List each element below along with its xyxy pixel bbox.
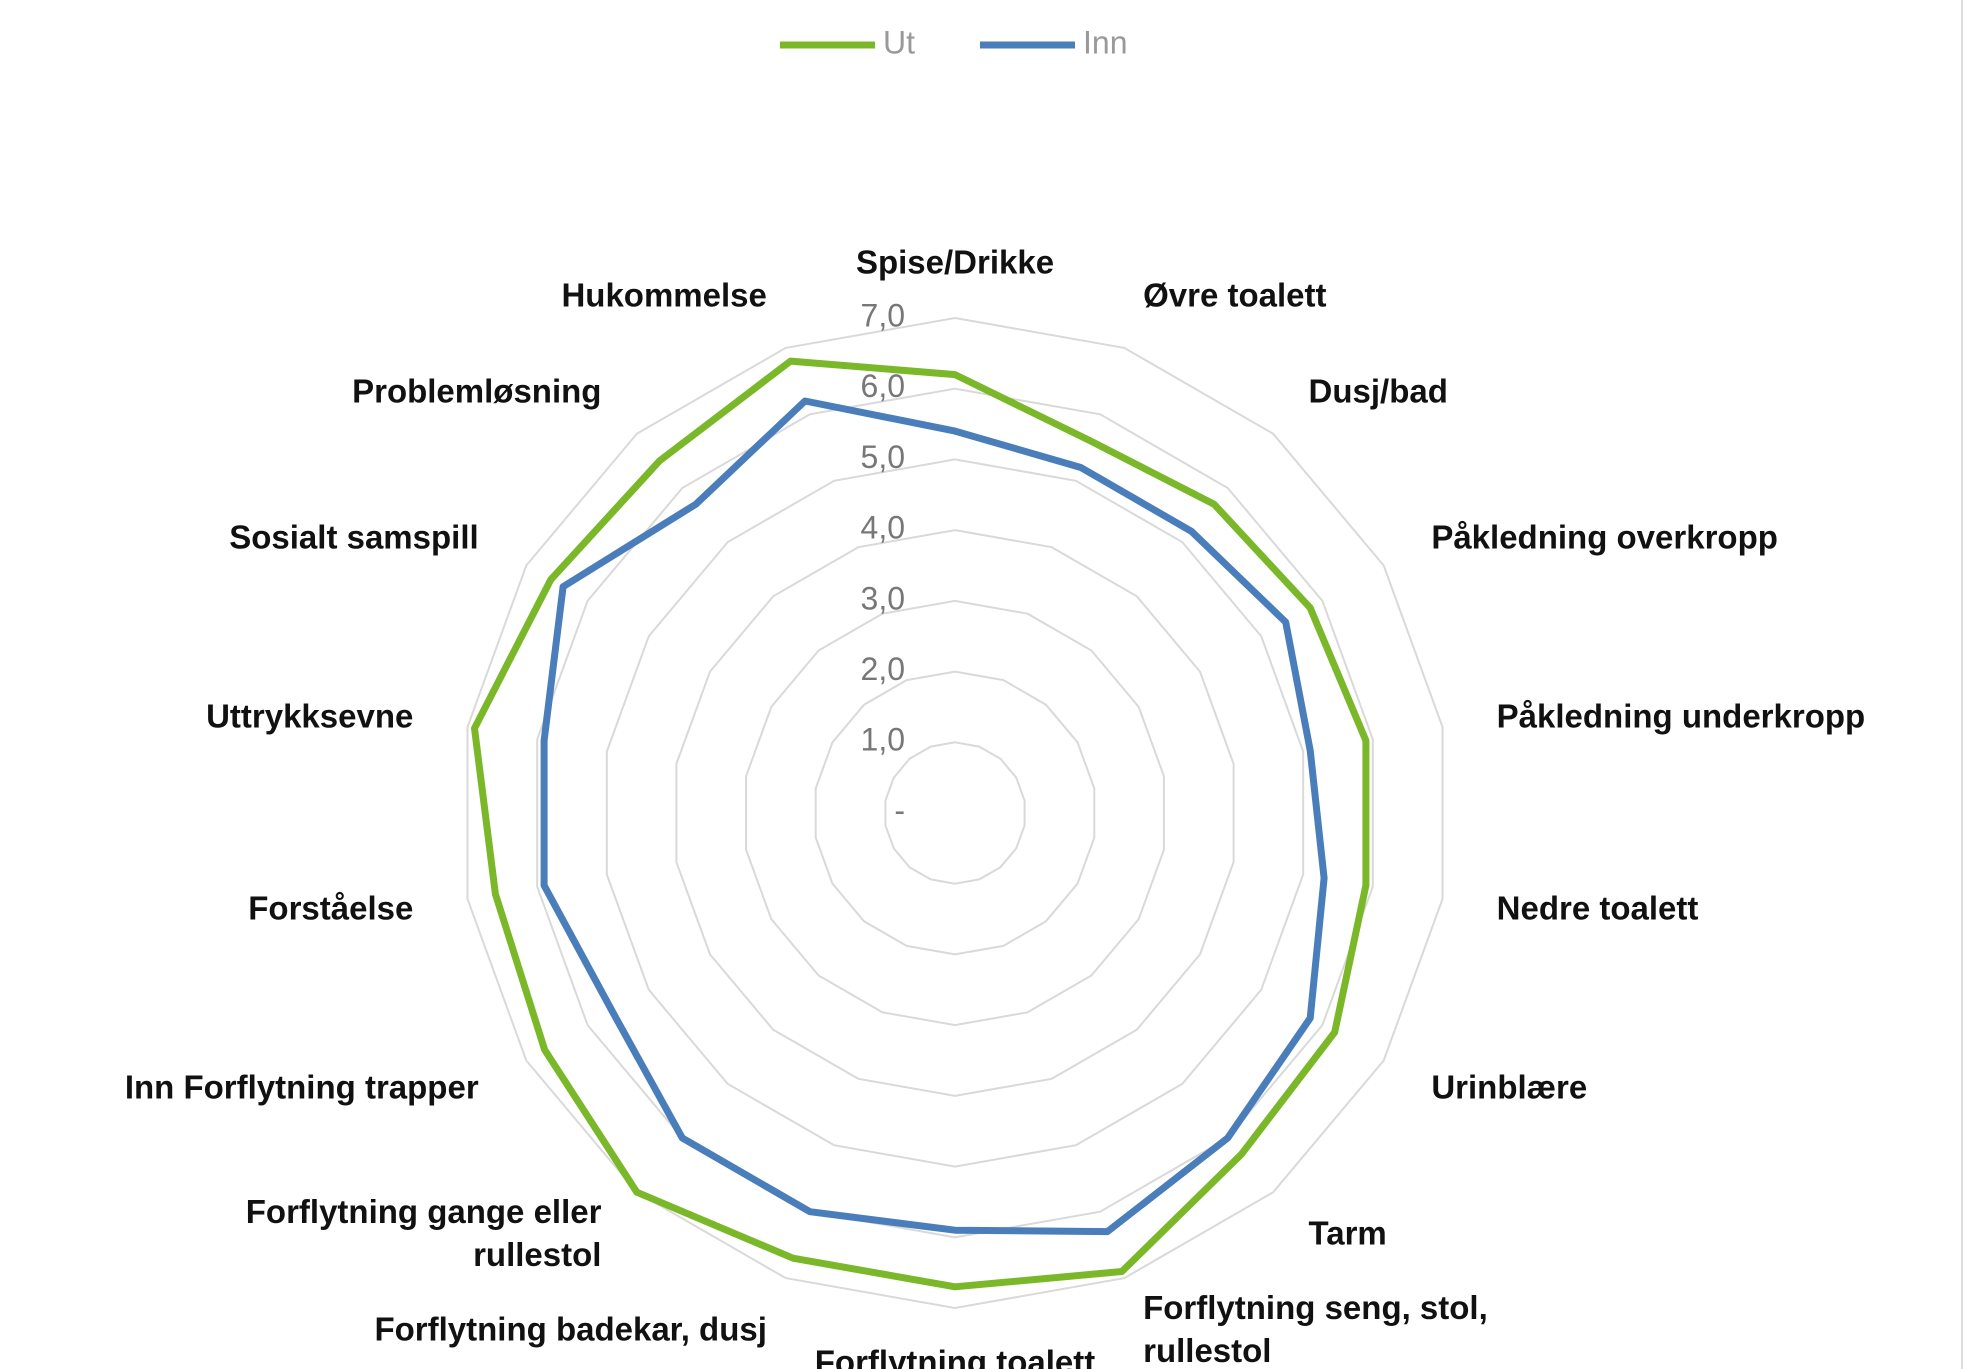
category-label: Påkledning overkropp bbox=[1431, 518, 1778, 556]
y-tick-label: 4,0 bbox=[861, 510, 905, 546]
category-label: Forflytning toalett bbox=[814, 1343, 1096, 1369]
grid-ring bbox=[814, 670, 1096, 956]
y-tick-label: - bbox=[894, 792, 905, 828]
series-line bbox=[540, 397, 1328, 1236]
legend-label: Ut bbox=[883, 24, 915, 60]
category-label: Øvre toalett bbox=[1143, 276, 1327, 314]
grid-ring bbox=[675, 529, 1235, 1097]
category-label: Uttrykksevne bbox=[206, 698, 414, 736]
category-label: Problemløsning bbox=[352, 372, 602, 410]
grid-ring bbox=[605, 458, 1305, 1168]
legend-label: Inn bbox=[1083, 24, 1127, 60]
category-label: Tarm bbox=[1308, 1214, 1387, 1252]
y-tick-label: 5,0 bbox=[861, 439, 905, 475]
category-label: Dusj/bad bbox=[1308, 372, 1448, 410]
category-label: Forflytning badekar, dusj bbox=[374, 1310, 767, 1348]
grid-ring bbox=[884, 741, 1026, 885]
y-tick-label: 6,0 bbox=[861, 368, 905, 404]
category-label: Inn Forflytning trapper bbox=[124, 1068, 479, 1106]
grid-ring bbox=[536, 387, 1374, 1239]
category-label: Spise/Drikke bbox=[855, 243, 1055, 281]
y-tick-label: 3,0 bbox=[861, 580, 905, 616]
grid-ring bbox=[466, 316, 1444, 1310]
category-label: Nedre toalett bbox=[1496, 889, 1699, 927]
category-label: Forflytning gange eller rullestol bbox=[245, 1193, 602, 1274]
y-tick-label: 1,0 bbox=[861, 722, 905, 758]
category-label: Påkledning underkropp bbox=[1496, 698, 1866, 736]
category-label: Forflytning seng, stol, rullestol bbox=[1143, 1288, 1488, 1369]
y-tick-label: 7,0 bbox=[861, 297, 905, 333]
category-label: Forståelse bbox=[248, 889, 414, 927]
grid-ring bbox=[745, 599, 1165, 1027]
category-label: Urinblære bbox=[1431, 1068, 1588, 1106]
category-label: Sosialt samspill bbox=[229, 518, 479, 556]
series-line bbox=[471, 357, 1370, 1291]
category-label: Hukommelse bbox=[561, 276, 767, 314]
y-tick-label: 2,0 bbox=[861, 651, 905, 687]
